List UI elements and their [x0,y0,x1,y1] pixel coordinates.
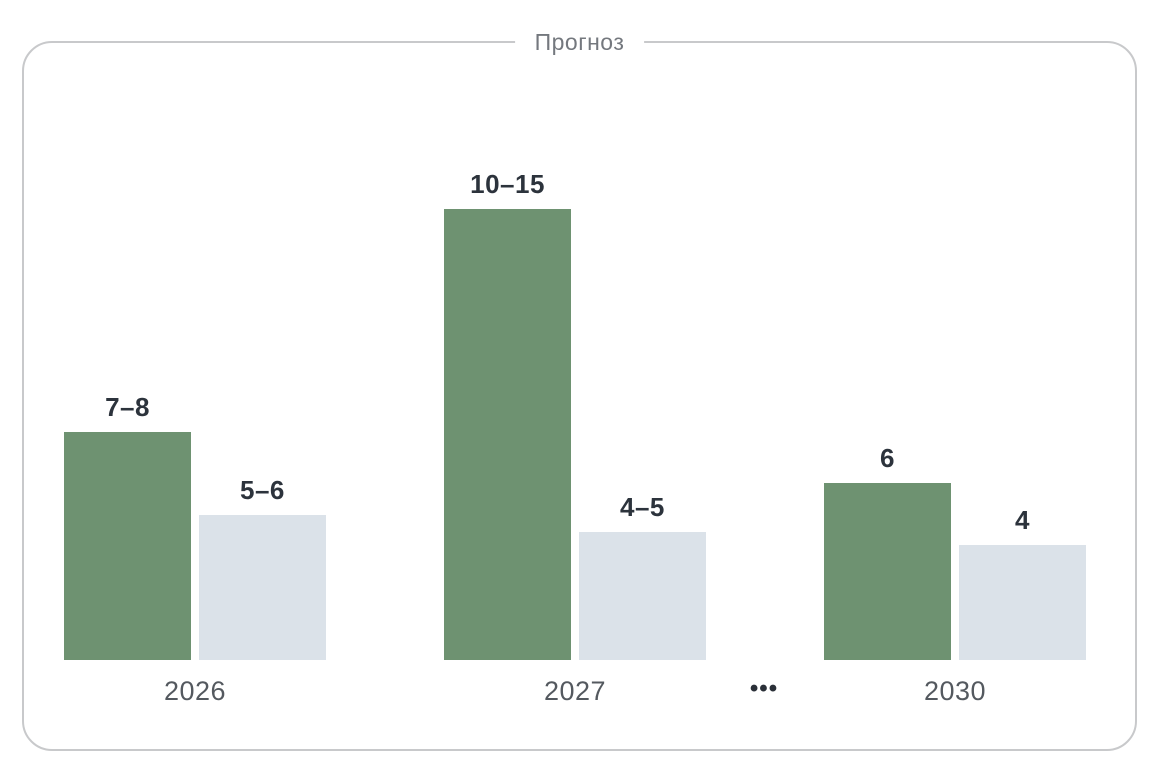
bar-column-secondary: 4 [958,505,1086,660]
x-axis-label-2027: 2027 [543,676,607,706]
bar-2026-primary [64,432,192,660]
bar-2030-secondary [958,545,1086,660]
bar-value-label: 4 [1014,505,1030,535]
bar-group-2027: 10–15 4–5 2027 [444,169,706,705]
bar-value-label: 5–6 [240,475,285,505]
bar-column-primary: 10–15 [444,169,572,660]
bar-2030-primary [824,483,952,660]
bar-value-label: 4–5 [620,492,665,522]
bar-column-secondary: 5–6 [198,475,326,660]
bar-column-secondary: 4–5 [578,492,706,660]
bar-2027-secondary [578,532,706,660]
bar-pair: 10–15 4–5 [444,169,706,660]
card-legend-title: Прогноз [514,28,645,56]
forecast-card: Прогноз 7–8 5–6 2026 10–15 [22,28,1137,751]
bar-group-2030: 6 4 2030 [824,443,1086,705]
bar-pair: 7–8 5–6 [64,392,326,660]
bar-value-label: 7–8 [105,392,150,422]
bar-column-primary: 7–8 [64,392,192,660]
bar-chart: 7–8 5–6 2026 10–15 4–5 [24,43,1135,749]
x-axis-label-2026: 2026 [163,676,227,706]
bar-column-primary: 6 [824,443,952,660]
bar-2027-primary [444,209,572,660]
bar-pair: 6 4 [824,443,1086,660]
bar-value-label: 6 [880,443,896,473]
bar-2026-secondary [198,515,326,660]
bar-group-2026: 7–8 5–6 2026 [64,392,326,705]
x-axis-label-2030: 2030 [923,676,987,706]
bar-value-label: 10–15 [470,169,545,199]
ellipsis-separator: ••• [749,675,779,702]
